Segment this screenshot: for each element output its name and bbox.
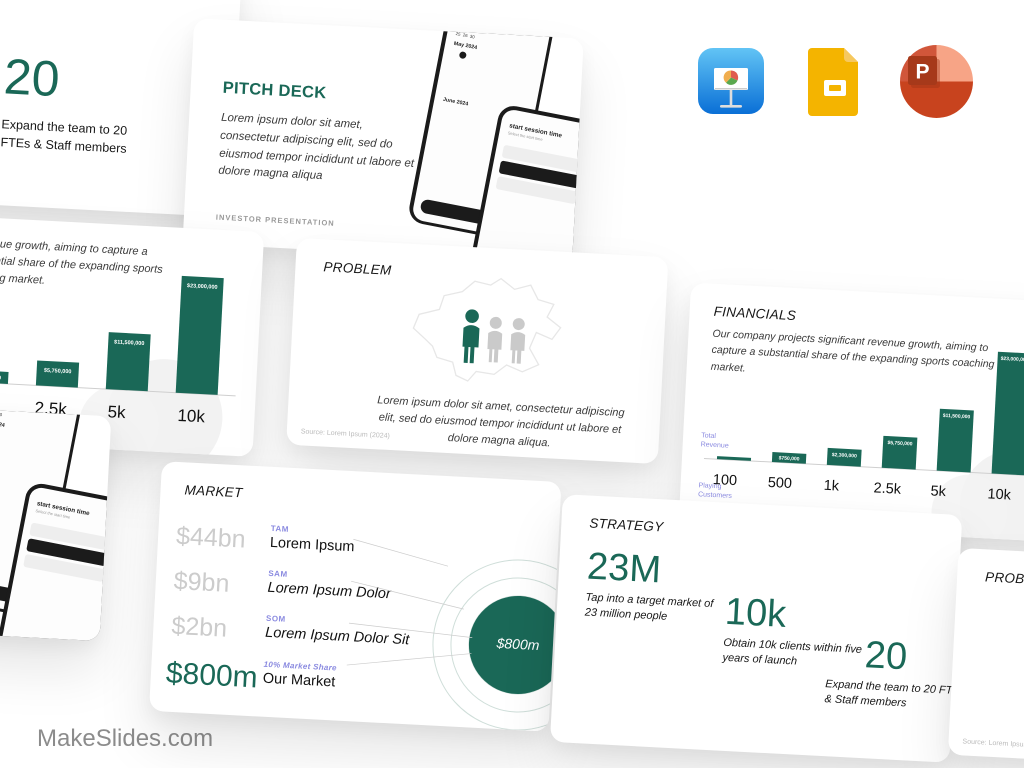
svg-text:$2,300,000: $2,300,000 — [832, 452, 858, 459]
svg-text:$800m: $800m — [495, 635, 540, 653]
svg-text:$5,750,000: $5,750,000 — [887, 440, 913, 447]
svg-text:$750,000: $750,000 — [778, 455, 799, 462]
